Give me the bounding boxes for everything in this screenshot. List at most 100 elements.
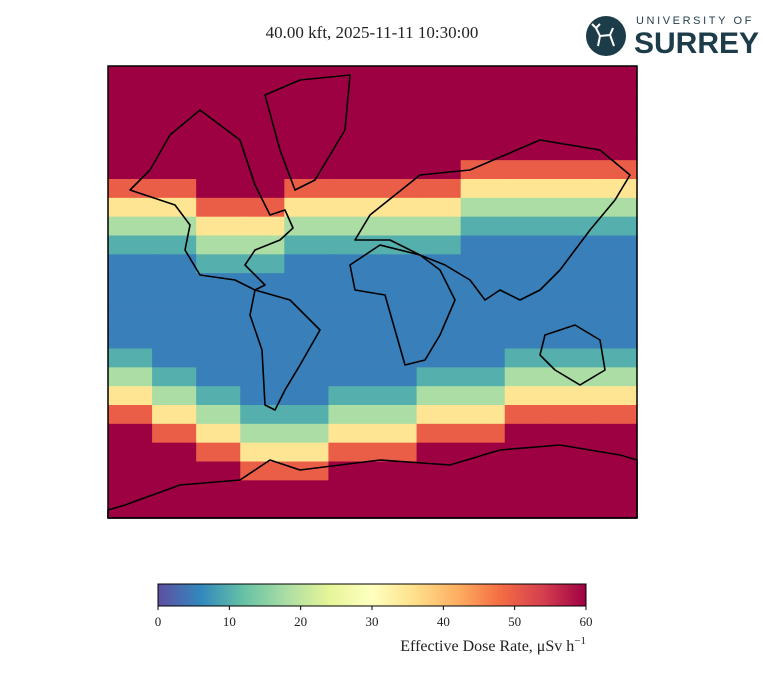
heatmap-cell [108,499,153,519]
heatmap-cell [504,461,550,481]
heatmap-cell [548,103,594,124]
heatmap-cell [592,480,638,500]
heatmap-cell [460,160,506,180]
heatmap-cell [416,103,462,124]
heatmap-cell [108,423,153,444]
heatmap-cell [196,103,241,124]
heatmap-cell [548,235,594,255]
heatmap-cell [240,292,285,312]
heatmap-cell [504,367,550,387]
colorbar-tick-label: 20 [294,614,307,629]
heatmap-cell [196,122,241,142]
heatmap-cell [416,423,462,444]
heatmap-cell [548,179,594,199]
heatmap-cell [108,235,153,255]
heatmap-cell [196,310,241,331]
heatmap-cell [416,197,462,218]
heatmap-cell [460,216,506,237]
heatmap-cell [108,254,153,274]
heatmap-cell [460,179,506,199]
heatmap-cell [196,84,241,105]
heatmap-cell [284,141,330,161]
heatmap-cell [152,103,197,124]
heatmap-cell [108,84,153,105]
heatmap-cell [108,461,153,481]
heatmap-cell [196,367,241,387]
heatmap-cell [152,160,197,180]
heatmap-cell [416,367,462,387]
heatmap-cell [548,84,594,105]
heatmap-cell [328,329,374,350]
heatmap-cell [504,197,550,218]
colorbar-tick-label: 0 [155,614,162,629]
heatmap-cell [152,235,197,255]
heatmap-cell [592,405,638,425]
heatmap-cell [328,386,374,406]
heatmap-cell [416,442,462,463]
heatmap-cell [504,122,550,142]
heatmap-cell [372,442,418,463]
heatmap-cell [196,405,241,425]
heatmap-cell [196,329,241,350]
heatmap-cell [504,179,550,199]
heatmap-cell [240,84,285,105]
heatmap-cell [328,66,374,86]
heatmap-cell [504,348,550,368]
heatmap-cell [504,480,550,500]
heatmap-cell [196,254,241,274]
heatmap-cell [240,179,285,199]
heatmap-cell [504,141,550,161]
heatmap-cell [592,122,638,142]
heatmap-cell [592,461,638,481]
heatmap-cell [460,461,506,481]
heatmap-cell [416,480,462,500]
heatmap-cell [152,84,197,105]
heatmap-cell [328,310,374,331]
heatmap-cell [592,292,638,312]
heatmap-cell [196,348,241,368]
heatmap-cell [328,367,374,387]
heatmap-cell [284,442,330,463]
heatmap-cell [284,386,330,406]
heatmap-cell [504,499,550,519]
heatmap-cell [196,179,241,199]
heatmap-cell [460,292,506,312]
heatmap-cell [592,179,638,199]
heatmap-cell [460,386,506,406]
heatmap-cell [548,197,594,218]
heatmap-cell [416,348,462,368]
heatmap-cell [460,141,506,161]
heatmap-cell [460,348,506,368]
heatmap-cell [460,122,506,142]
heatmap-cell [284,216,330,237]
heatmap-cell [592,499,638,519]
heatmap-cell [372,329,418,350]
heatmap-cell [328,141,374,161]
heatmap-cell [372,292,418,312]
heatmap-cell [548,405,594,425]
heatmap-cell [196,423,241,444]
heatmap-cell [416,405,462,425]
heatmap-cell [416,160,462,180]
heatmap-cell [196,141,241,161]
heatmap-cell [196,386,241,406]
heatmap-cell [328,461,374,481]
heatmap-cell [240,235,285,255]
heatmap-cell [416,84,462,105]
heatmap-cell [108,480,153,500]
heatmap-cell [372,254,418,274]
heatmap-cell [108,442,153,463]
heatmap-cell [372,84,418,105]
heatmap-cell [328,197,374,218]
heatmap-cell [372,367,418,387]
heatmap-cell [284,348,330,368]
logo-line2: SURREY [634,27,759,60]
heatmap-cell [372,141,418,161]
heatmap-cell [328,235,374,255]
heatmap-cell [328,499,374,519]
coastline [539,324,606,386]
heatmap-cell [372,160,418,180]
heatmap-cell [592,66,638,86]
coastline [349,244,456,366]
